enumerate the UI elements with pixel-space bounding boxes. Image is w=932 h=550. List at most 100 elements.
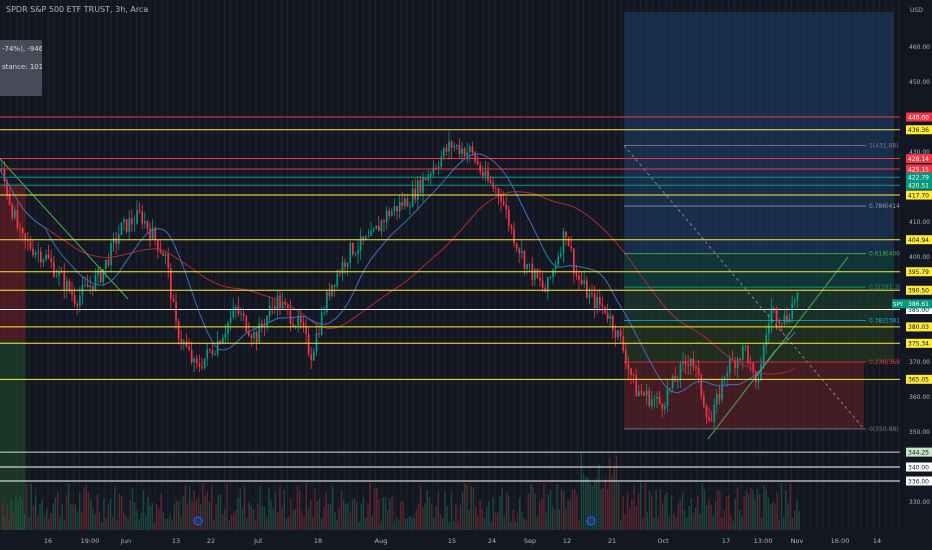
candle-body (640, 391, 643, 394)
candle-body (775, 308, 778, 322)
price-tag-label: 375.34 (908, 341, 929, 348)
volume-bar (26, 484, 28, 530)
candle-body (136, 210, 138, 224)
volume-bar (10, 498, 13, 530)
last-price-tag-bg (906, 299, 932, 309)
volume-bar (351, 499, 354, 530)
candle-body (123, 219, 125, 223)
volume-bar (129, 500, 131, 530)
price-tag-label: 390.50 (908, 288, 929, 295)
volume-bar (752, 490, 754, 530)
volume-bar (730, 514, 732, 530)
volume-bar (732, 521, 734, 530)
volume-bar (312, 517, 314, 530)
candle-body (684, 361, 687, 365)
candle-body (557, 256, 560, 266)
volume-bar (538, 501, 541, 530)
volume-bar (261, 505, 263, 530)
candle-body (583, 280, 586, 284)
candle-body (86, 284, 89, 288)
volume-bars (2, 452, 800, 530)
candle-body (664, 405, 666, 409)
candle-body (437, 166, 440, 168)
candle-body (94, 275, 97, 290)
candle-body (419, 180, 422, 193)
candle-body (508, 209, 510, 226)
candle-body (55, 276, 58, 277)
volume-bar (387, 510, 389, 530)
candle-body (266, 316, 268, 327)
volume-bar (783, 517, 785, 530)
stop-zone-box (624, 362, 864, 429)
volume-bar (101, 521, 103, 530)
candle-body (170, 268, 172, 299)
candle-body (297, 315, 300, 327)
volume-bar (684, 510, 686, 530)
volume-bar (131, 488, 134, 530)
candle-body (580, 279, 583, 284)
volume-bar (664, 494, 666, 530)
candle-body (609, 315, 612, 319)
candle-body (500, 195, 502, 202)
time-axis-ticks: 16 19:00 Jun 13 22 Jul 18 Aug 15 24 Sep 12 21 Oct 17 13… (44, 537, 881, 545)
volume-bar (778, 520, 780, 530)
volume-bar (39, 504, 41, 530)
candle-body (656, 396, 658, 399)
volume-bar (450, 493, 453, 530)
volume-bar (307, 508, 310, 530)
candle-body (6, 181, 8, 196)
candle-body (315, 333, 318, 352)
volume-bar (611, 475, 613, 530)
volume-bar (780, 483, 783, 530)
volume-bar (321, 518, 323, 530)
candle-body (427, 175, 430, 181)
candle-body (414, 188, 417, 200)
volume-bar (475, 506, 477, 530)
volume-bar (580, 452, 582, 530)
candle-body (58, 271, 60, 277)
candle-body (599, 297, 601, 305)
volume-bar (666, 492, 668, 530)
candle-body (515, 243, 518, 249)
candle-body (398, 202, 401, 212)
candle-body (430, 173, 432, 176)
volume-bar (98, 511, 101, 530)
candle-body (79, 295, 81, 307)
volume-bar (43, 515, 46, 530)
price-tag-bg (906, 164, 932, 174)
candle-body (536, 269, 539, 278)
volume-bar (376, 488, 378, 530)
candle-body (27, 239, 29, 242)
volume-bar (712, 515, 714, 530)
volume-bar (789, 483, 791, 530)
volume-bar (340, 489, 343, 530)
volume-bar (435, 505, 437, 530)
volume-bar (547, 495, 549, 530)
volume-bar (776, 492, 778, 530)
volume-bar (248, 502, 250, 530)
volume-bar (24, 514, 26, 530)
target-zone-box (624, 12, 894, 254)
volume-bar (681, 491, 684, 530)
candle-body (281, 301, 284, 309)
volume-bar (578, 520, 580, 530)
candle-body (411, 188, 414, 207)
candle-body (279, 295, 281, 309)
measure-info-line1: -74%), -9466 (2, 45, 42, 53)
volume-bar (191, 502, 193, 530)
volume-bar (299, 490, 301, 530)
currency-label: USD (910, 7, 923, 14)
candle-body (710, 420, 713, 422)
candle-body (164, 253, 167, 256)
x-tick-label: 14 (873, 537, 881, 545)
x-tick-label: 13:00 (754, 537, 773, 545)
volume-bar (499, 496, 501, 530)
chart-title: SPDR S&P 500 ETF TRUST, 3h, Arca (6, 5, 149, 14)
volume-bar (74, 503, 76, 530)
candle-body (107, 259, 110, 266)
volume-bar (59, 516, 61, 530)
price-tag-bg (906, 112, 932, 122)
y-tick-label: 400.00 (909, 254, 930, 261)
volume-bar (367, 504, 369, 530)
